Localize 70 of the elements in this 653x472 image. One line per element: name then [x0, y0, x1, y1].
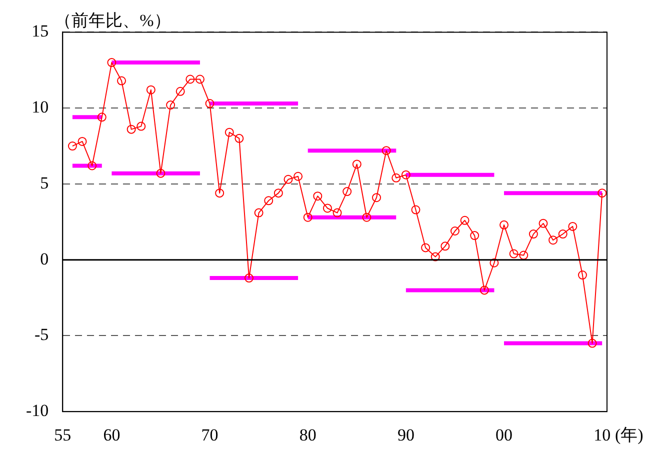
point: [588, 338, 597, 348]
point: [234, 134, 244, 143]
x-tick-label: 70: [201, 425, 218, 444]
point: [568, 222, 578, 231]
point: [146, 85, 156, 94]
point: [558, 230, 568, 239]
point: [176, 86, 185, 96]
y-tick-label: -5: [34, 325, 49, 344]
x-tick-label: 90: [397, 425, 414, 444]
point: [303, 212, 312, 222]
point: [450, 226, 460, 236]
point: [332, 208, 342, 218]
point: [598, 188, 607, 198]
point: [430, 252, 440, 262]
point: [401, 170, 410, 180]
point: [440, 242, 450, 251]
point: [254, 208, 264, 218]
point: [117, 76, 126, 86]
point: [195, 74, 204, 84]
point: [186, 74, 195, 84]
point: [411, 205, 420, 214]
point: [519, 250, 528, 260]
point: [392, 173, 401, 182]
point: [68, 142, 77, 151]
point: [538, 218, 548, 228]
point: [528, 230, 538, 239]
point: [294, 172, 303, 181]
point: [88, 161, 97, 170]
point: [264, 196, 274, 206]
point: [205, 99, 214, 108]
point: [382, 146, 391, 156]
x-tick-label: 55: [54, 425, 72, 444]
point: [578, 270, 587, 280]
x-axis-title: (年): [615, 426, 644, 445]
point: [126, 124, 136, 134]
x-tick-label: 60: [103, 425, 120, 444]
point: [215, 188, 224, 198]
x-tick-label: 10: [594, 425, 611, 444]
point: [274, 188, 283, 198]
y-tick-label: -10: [26, 401, 49, 420]
point: [97, 112, 106, 122]
point: [490, 258, 499, 268]
point: [284, 174, 293, 184]
y-tick-label: 10: [32, 98, 49, 117]
point: [470, 231, 480, 240]
y-tick-label: 5: [40, 173, 49, 192]
point: [224, 128, 234, 137]
point: [136, 122, 146, 131]
point: [166, 100, 176, 110]
point: [460, 216, 470, 225]
point: [362, 212, 372, 222]
point: [342, 187, 352, 196]
point: [480, 286, 489, 295]
point: [548, 236, 558, 245]
point: [322, 204, 332, 213]
y-axis-title: （前年比、%）: [54, 11, 171, 30]
point: [78, 136, 87, 146]
point: [500, 220, 509, 230]
y-tick-label: 15: [32, 22, 49, 41]
point: [156, 168, 166, 178]
point: [352, 160, 362, 169]
y-tick-label: 0: [40, 249, 49, 268]
x-tick-label: 80: [299, 425, 316, 444]
point: [244, 274, 254, 283]
point: [421, 243, 430, 252]
point: [313, 192, 322, 201]
point: [372, 193, 382, 202]
x-tick-label: 00: [496, 425, 513, 444]
point: [509, 249, 518, 258]
point: [107, 58, 116, 68]
